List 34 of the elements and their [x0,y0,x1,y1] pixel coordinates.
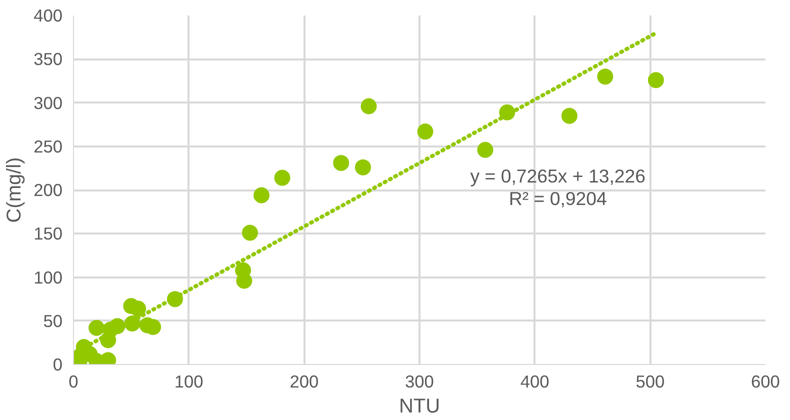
point [561,108,578,124]
x-axis-title: NTU [398,396,440,418]
y-tick-label: 0 [52,354,63,374]
point [333,154,350,171]
x-tick-label: 600 [751,372,780,392]
annotation: y = 0,7265x + 13,226 [470,166,646,187]
y-tick-label: 150 [34,224,63,244]
y-tick-label: 250 [34,136,63,156]
point [253,187,270,204]
y-tick-label: 350 [34,49,63,70]
y-axis-title: C(mg/l) [4,157,26,223]
y-tick-label: 50 [43,310,63,331]
point [242,224,258,241]
point [477,142,494,158]
y-tick-label: 300 [34,92,63,113]
point [648,72,664,88]
point [274,170,290,186]
x-tick-label: 100 [174,372,204,392]
x-tick-label: 300 [405,372,434,392]
x-tick-label: 200 [290,372,319,392]
point [360,98,377,114]
x-tick-label: 0 [68,372,78,392]
x-tick-label: 400 [520,372,550,392]
y-tick-label: 400 [34,6,63,26]
point [130,300,146,317]
point [354,159,371,176]
point [88,320,105,336]
y-tick-label: 200 [34,180,63,200]
x-tick-label: 500 [636,372,665,392]
point [597,68,614,85]
y-tick-label: 100 [34,267,63,288]
point [236,272,252,289]
point [417,124,434,140]
annotation: R² = 0,9204 [508,188,607,210]
